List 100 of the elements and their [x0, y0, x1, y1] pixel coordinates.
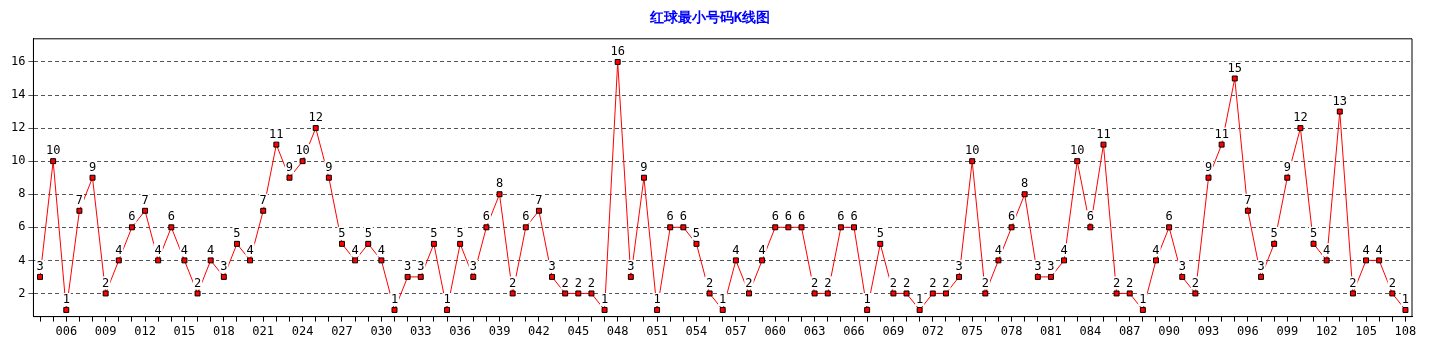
y-tick-label: 10: [11, 153, 26, 168]
data-label: 5: [692, 225, 701, 240]
data-label: 6: [522, 209, 530, 224]
x-tick-label: 006: [55, 323, 78, 338]
data-label: 3: [404, 259, 412, 274]
data-label: 9: [640, 159, 648, 174]
data-label: 5: [456, 225, 464, 240]
data-label: 5: [233, 225, 241, 240]
x-tick-label: 081: [1040, 323, 1062, 338]
data-label: 11: [1214, 126, 1229, 141]
data-label: 4: [115, 242, 123, 257]
y-tick-label: 12: [11, 120, 26, 135]
data-label: 2: [1126, 275, 1134, 290]
data-label: 4: [1060, 242, 1068, 257]
x-tick-label: 036: [449, 323, 471, 338]
x-tick-label: 096: [1237, 323, 1259, 338]
data-label: 3: [1178, 259, 1186, 274]
data-label: 3: [1257, 259, 1265, 274]
data-label: 2: [889, 275, 898, 290]
data-label: 7: [259, 192, 267, 207]
data-label: 1: [653, 292, 661, 307]
data-label: 1: [62, 292, 70, 307]
data-label: 4: [207, 242, 215, 257]
x-tick-label: 102: [1315, 323, 1338, 338]
x-tick-label: 072: [921, 323, 944, 338]
data-label: 5: [876, 225, 884, 240]
data-label: 1: [1139, 292, 1147, 307]
x-tick-label: 105: [1355, 323, 1377, 338]
x-tick-label: 075: [961, 323, 984, 338]
data-label: 10: [1069, 143, 1085, 158]
data-label: 9: [325, 159, 333, 174]
data-label: 9: [1204, 159, 1213, 174]
data-label: 9: [88, 159, 97, 174]
data-label: 7: [535, 192, 543, 207]
data-label: 6: [679, 209, 687, 224]
data-label: 2: [587, 275, 596, 290]
x-tick-label: 069: [882, 323, 905, 338]
data-label: 7: [1244, 192, 1252, 207]
data-label: 6: [666, 209, 674, 224]
data-label: 3: [955, 259, 963, 274]
x-tick-label: 018: [212, 323, 235, 338]
x-tick-label: 084: [1079, 323, 1102, 338]
x-tick-label: 012: [134, 323, 156, 338]
data-label: 6: [482, 209, 491, 224]
data-label: 6: [1007, 209, 1016, 224]
data-label: 2: [981, 275, 989, 290]
data-label: 6: [1086, 209, 1094, 224]
data-label: 10: [964, 143, 980, 158]
data-label: 1: [390, 292, 399, 307]
data-label: 7: [75, 192, 84, 207]
y-tick-label: 14: [11, 87, 26, 102]
data-label: 11: [269, 126, 284, 141]
data-label: 2: [929, 275, 937, 290]
data-label: 4: [994, 242, 1003, 257]
y-tick-label: 6: [18, 219, 26, 234]
data-label: 5: [1309, 225, 1318, 240]
x-tick-label: 057: [725, 323, 747, 338]
x-tick-label: 060: [764, 323, 787, 338]
data-label: 6: [850, 209, 858, 224]
data-label: 6: [797, 209, 806, 224]
data-label: 5: [430, 225, 438, 240]
data-label: 13: [1332, 93, 1348, 108]
data-label: 12: [308, 110, 323, 125]
data-label: 4: [351, 242, 359, 257]
data-label: 2: [705, 275, 714, 290]
data-label: 6: [167, 209, 175, 224]
x-tick-label: 033: [409, 323, 432, 338]
data-label: 8: [495, 176, 504, 191]
x-tick-label: 078: [1000, 323, 1023, 338]
data-label: 1: [916, 292, 924, 307]
data-label: 6: [784, 209, 792, 224]
data-label: 8: [1021, 176, 1029, 191]
x-tick-label: 030: [370, 323, 393, 338]
data-label: 6: [1165, 209, 1173, 224]
data-label: 6: [837, 209, 845, 224]
data-label: 2: [1388, 275, 1396, 290]
data-label: 15: [1227, 60, 1242, 75]
data-label: 2: [745, 275, 753, 290]
data-label: 4: [732, 242, 740, 257]
x-tick-label: 108: [1394, 323, 1417, 338]
data-label: 5: [1270, 225, 1278, 240]
x-tick-label: 045: [567, 323, 590, 338]
data-label: 6: [771, 209, 779, 224]
data-label: 1: [863, 292, 871, 307]
x-tick-label: 024: [291, 323, 314, 338]
data-label: 2: [811, 275, 819, 290]
x-tick-label: 048: [606, 323, 629, 338]
x-tick-label: 087: [1118, 323, 1141, 338]
y-tick-label: 16: [11, 54, 26, 69]
y-tick-label: 2: [18, 285, 26, 300]
data-label: 2: [824, 275, 832, 290]
data-label: 16: [610, 44, 625, 59]
x-tick-label: 015: [173, 323, 196, 338]
data-label: 5: [338, 225, 346, 240]
data-label: 5: [364, 225, 372, 240]
data-label: 2: [1191, 275, 1199, 290]
data-label: 2: [1112, 275, 1121, 290]
data-label: 9: [285, 159, 294, 174]
x-tick-label: 009: [94, 323, 117, 338]
y-tick-label: 4: [18, 252, 26, 267]
